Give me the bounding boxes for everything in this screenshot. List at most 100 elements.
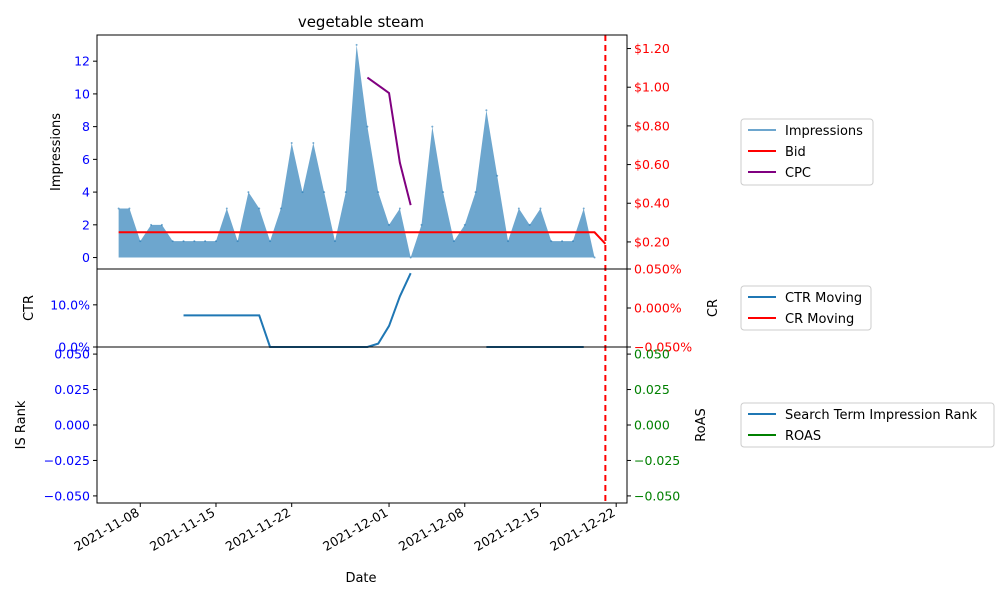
- impressions-point: [301, 191, 304, 194]
- impressions-point: [388, 223, 391, 226]
- panel3-right-axis-label: RoAS: [694, 408, 709, 442]
- panel2-left-axis-label: CTR: [22, 295, 37, 321]
- impressions-point: [279, 207, 282, 210]
- impressions-point: [463, 223, 466, 226]
- legend-label-impressions: Impressions: [785, 124, 863, 139]
- impressions-point: [517, 207, 520, 210]
- impressions-point: [117, 207, 120, 210]
- impressions-point: [236, 240, 239, 243]
- impressions-point: [333, 240, 336, 243]
- panel3-left-tick-label: 0.025: [54, 382, 90, 397]
- impressions-point: [431, 125, 434, 128]
- impressions-point: [171, 240, 174, 243]
- legend-frame: [740, 402, 995, 448]
- impressions-point: [539, 207, 542, 210]
- impressions-point: [128, 207, 131, 210]
- panel3-left-tick-label: 0.050: [54, 347, 90, 362]
- panel3-left-tick-label: −0.025: [44, 453, 90, 468]
- panel2-frame: [96, 268, 628, 348]
- legend-panel1: Impressions Bid CPC: [740, 118, 874, 186]
- panel2-right-tick-label: 0.050%: [634, 262, 682, 277]
- impressions-point: [496, 174, 499, 177]
- impressions-point: [571, 240, 574, 243]
- legend-label-ctr-moving: CTR Moving: [785, 291, 862, 306]
- panel3-right-tick-label: 0.050: [634, 347, 670, 362]
- legend-label-bid: Bid: [785, 145, 806, 160]
- panel1-left-tick-label: 12: [74, 54, 90, 69]
- panel1-left-tick-label: 4: [82, 185, 90, 200]
- panel1-left-axis-label: Impressions: [49, 113, 64, 191]
- cpc-line: [366, 76, 412, 206]
- panel1-left-tick-label: 0: [82, 250, 90, 265]
- impressions-point: [344, 191, 347, 194]
- legend-panel2: CTR Moving CR Moving: [740, 285, 872, 331]
- impressions-point: [366, 125, 369, 128]
- panel2-right-tick-label: −0.050%: [634, 340, 692, 355]
- impressions-point: [442, 191, 445, 194]
- x-tick-label: 2021-12-01: [320, 505, 390, 554]
- impressions-point: [150, 223, 153, 226]
- impressions-point: [312, 142, 315, 144]
- impressions-point: [182, 240, 185, 243]
- panel1-left-tick-label: 6: [82, 152, 90, 167]
- panel1-right-tick-label: $0.60: [634, 157, 670, 172]
- panel1-left-tick-label: 8: [82, 119, 90, 134]
- x-tick-label: 2021-11-15: [147, 505, 217, 554]
- panel1-right-tick-label: $0.40: [634, 196, 670, 211]
- panel1-left-tick-label: 10: [74, 86, 90, 101]
- panel2-left-tick-label: 0.0%: [58, 340, 90, 355]
- panel3-right-tick-label: −0.050: [634, 488, 680, 503]
- impressions-point: [355, 43, 358, 46]
- impressions-point: [474, 191, 477, 194]
- x-tick-label: 2021-12-08: [396, 505, 466, 554]
- impressions-area: [118, 44, 595, 258]
- impressions-point: [225, 207, 228, 210]
- impressions-point: [485, 109, 488, 112]
- panel3-right-tick-label: −0.025: [634, 453, 680, 468]
- legend-panel3: Search Term Impression Rank ROAS: [740, 402, 995, 448]
- impressions-point: [561, 240, 564, 243]
- panel3-right-tick-label: 0.025: [634, 382, 670, 397]
- legend-label-cpc: CPC: [785, 166, 811, 181]
- impressions-point: [258, 207, 261, 210]
- impressions-point: [193, 240, 196, 243]
- x-tick-label: 2021-11-08: [71, 505, 141, 554]
- panel3-frame: [96, 346, 628, 504]
- impressions-point: [160, 223, 163, 226]
- impressions-point: [420, 223, 423, 226]
- x-tick-label: 2021-12-15: [472, 505, 542, 554]
- impressions-point: [528, 223, 531, 226]
- impressions-point: [452, 240, 455, 243]
- impressions-point: [582, 207, 585, 210]
- impressions-point: [323, 191, 326, 194]
- panel1-right-tick-label: $1.20: [634, 41, 670, 56]
- x-tick-label: 2021-11-22: [223, 505, 293, 554]
- impressions-point: [269, 240, 272, 243]
- panel3-left-tick-label: 0.000: [54, 418, 90, 433]
- impressions-point: [377, 191, 380, 194]
- impressions-point: [593, 256, 596, 259]
- impressions-point: [139, 240, 142, 243]
- panel1-left-tick-label: 2: [82, 217, 90, 232]
- impressions-point: [409, 256, 412, 259]
- bid-line: [118, 231, 607, 245]
- legend-label-roas: ROAS: [785, 429, 821, 444]
- impressions-point: [550, 240, 553, 243]
- impressions-point: [204, 240, 207, 243]
- legend-label-cr-moving: CR Moving: [785, 312, 854, 327]
- panel2-right-axis-label: CR: [706, 299, 721, 317]
- panel2-right-tick-label: 0.000%: [634, 301, 682, 316]
- x-tick-label: 2021-12-22: [547, 505, 617, 554]
- panel1-right-tick-label: $0.20: [634, 234, 670, 249]
- impressions-point: [290, 142, 293, 144]
- panel3-left-axis-label: IS Rank: [14, 400, 29, 449]
- panel3-right-tick-label: 0.000: [634, 418, 670, 433]
- panel2-left-tick-label: 10.0%: [50, 297, 90, 312]
- legend-label-impression-rank: Search Term Impression Rank: [785, 408, 978, 423]
- impressions-point: [507, 240, 510, 243]
- x-axis-label: Date: [345, 571, 376, 586]
- legend-frame: [740, 118, 874, 186]
- impressions-point: [398, 207, 401, 210]
- chart-title: vegetable steam: [298, 13, 424, 31]
